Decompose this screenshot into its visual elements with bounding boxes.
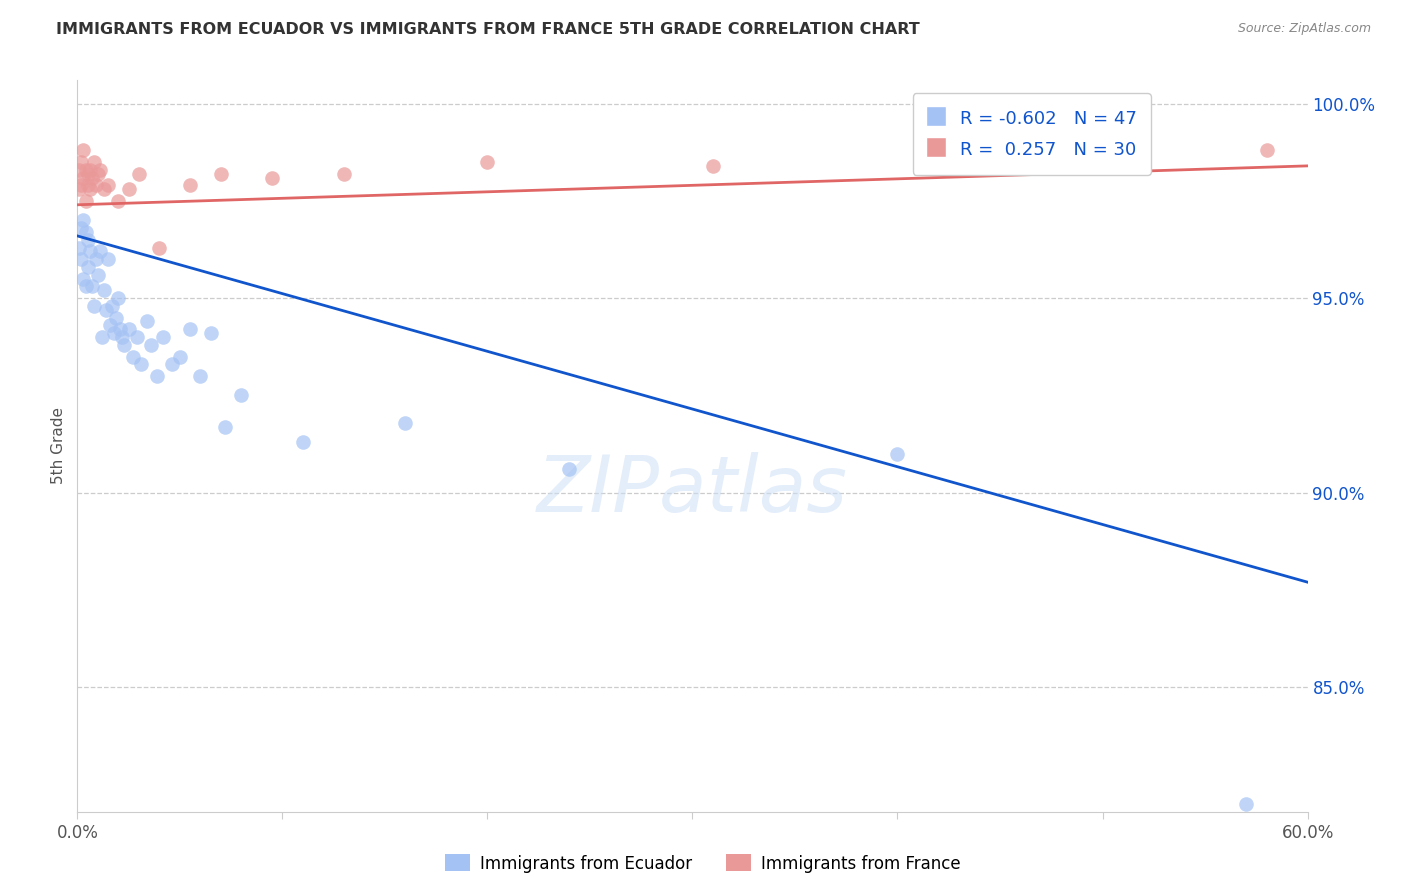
Point <box>87 268 110 282</box>
Point <box>152 330 174 344</box>
Point <box>558 462 581 476</box>
Point <box>72 170 94 185</box>
Point <box>169 350 191 364</box>
Point <box>98 318 121 333</box>
Point <box>89 244 111 259</box>
Point <box>97 178 120 193</box>
Point <box>87 167 110 181</box>
Point <box>105 310 128 325</box>
Text: ZIPatlas: ZIPatlas <box>537 452 848 528</box>
Point <box>79 244 101 259</box>
Point <box>179 178 201 193</box>
Point <box>89 162 111 177</box>
Point <box>93 182 115 196</box>
Point <box>70 178 93 193</box>
Point <box>76 167 98 181</box>
Point <box>70 252 93 267</box>
Point <box>702 159 724 173</box>
Point <box>67 241 90 255</box>
Point <box>76 260 98 274</box>
Point <box>83 155 105 169</box>
Point <box>114 338 136 352</box>
Point <box>67 162 90 177</box>
Point <box>97 252 120 267</box>
Point <box>84 178 107 193</box>
Point <box>75 225 97 239</box>
Point <box>291 435 314 450</box>
Y-axis label: 5th Grade: 5th Grade <box>51 408 66 484</box>
Point <box>70 155 93 169</box>
Point <box>103 326 125 341</box>
Point <box>80 170 103 185</box>
Text: IMMIGRANTS FROM ECUADOR VS IMMIGRANTS FROM FRANCE 5TH GRADE CORRELATION CHART: IMMIGRANTS FROM ECUADOR VS IMMIGRANTS FR… <box>56 22 920 37</box>
Point <box>72 144 94 158</box>
Point <box>72 271 94 285</box>
Point <box>1256 144 1278 158</box>
Point <box>1234 797 1257 811</box>
Point <box>111 330 134 344</box>
Point <box>70 221 93 235</box>
Point <box>146 368 169 383</box>
Point <box>75 162 97 177</box>
Legend: R = -0.602   N = 47, R =  0.257   N = 30: R = -0.602 N = 47, R = 0.257 N = 30 <box>912 93 1152 175</box>
Point <box>129 357 152 371</box>
Point <box>83 299 105 313</box>
Point <box>67 182 90 196</box>
Point <box>76 233 98 247</box>
Point <box>101 299 124 313</box>
Point <box>75 279 97 293</box>
Point <box>262 170 284 185</box>
Point <box>84 252 107 267</box>
Point <box>75 194 97 208</box>
Point <box>179 322 201 336</box>
Point <box>128 167 150 181</box>
Point <box>76 178 98 193</box>
Point <box>477 155 499 169</box>
Point <box>136 314 159 328</box>
Point <box>209 167 232 181</box>
Point <box>107 194 129 208</box>
Point <box>125 330 148 344</box>
Point <box>107 291 129 305</box>
Point <box>79 182 101 196</box>
Point <box>117 322 139 336</box>
Point <box>117 182 139 196</box>
Legend: Immigrants from Ecuador, Immigrants from France: Immigrants from Ecuador, Immigrants from… <box>439 847 967 880</box>
Point <box>188 368 212 383</box>
Point <box>93 284 115 298</box>
Point <box>394 416 416 430</box>
Point <box>72 213 94 227</box>
Point <box>214 419 236 434</box>
Point <box>886 447 908 461</box>
Point <box>79 162 101 177</box>
Point <box>333 167 356 181</box>
Point <box>121 350 143 364</box>
Text: Source: ZipAtlas.com: Source: ZipAtlas.com <box>1237 22 1371 36</box>
Point <box>231 388 253 402</box>
Point <box>110 322 132 336</box>
Point <box>94 302 117 317</box>
Point <box>160 357 183 371</box>
Point <box>200 326 222 341</box>
Point <box>80 279 103 293</box>
Point <box>141 338 163 352</box>
Point <box>148 241 170 255</box>
Point <box>90 330 114 344</box>
